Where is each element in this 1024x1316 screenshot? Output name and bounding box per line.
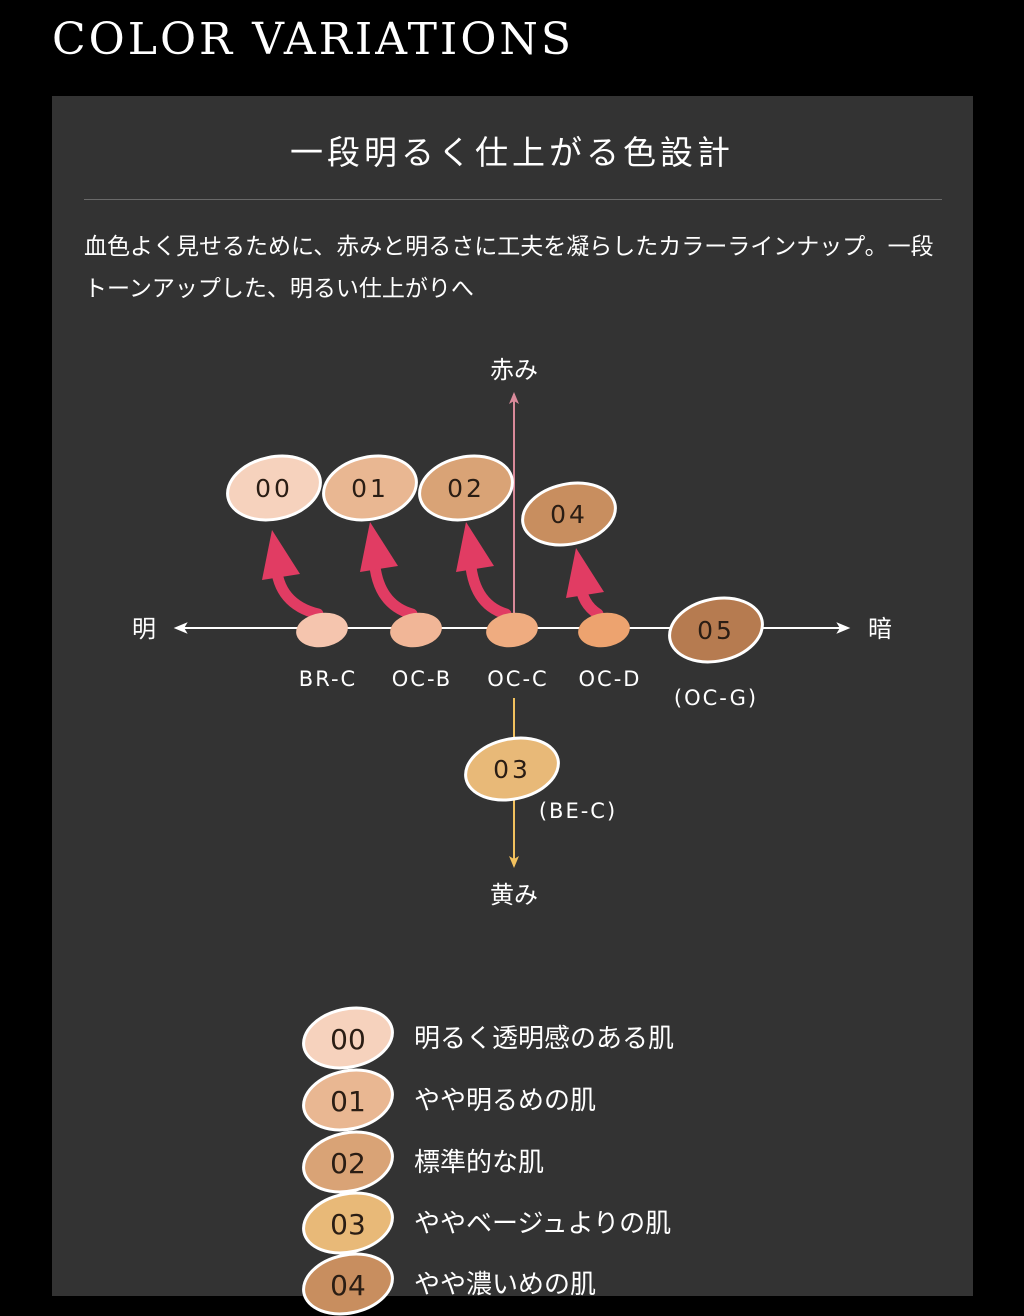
shade-base-label: (BE-C): [539, 799, 617, 823]
legend-item-02: 02 標準的な肌: [300, 1130, 760, 1194]
shade-04: 04: [521, 481, 617, 547]
color-position-diagram: 赤み 黄み 明 暗 BR-C OC-B OC-C OC-D 00 01 02 04 05 (OC…: [132, 356, 892, 909]
axis-label-dark: 暗: [868, 615, 892, 643]
axis-label-yellowness: 黄み: [490, 881, 538, 909]
base-shade-oval: [578, 612, 630, 648]
base-shade-oval: [390, 612, 442, 648]
shade-05: 05 (OC-G): [668, 596, 764, 710]
shade-oval: [521, 481, 617, 547]
shade-03: 03 (BE-C): [464, 736, 617, 823]
axis-label-redness: 赤み: [490, 356, 538, 384]
base-shade-br-c: BR-C: [296, 612, 357, 691]
legend-swatch: 03: [302, 1191, 394, 1255]
legend-number: 00: [330, 1023, 366, 1056]
base-shade-oval: [486, 612, 538, 648]
base-shade-label: OC-C: [487, 667, 548, 691]
legend-item-01: 01 やや明るめの肌: [300, 1068, 760, 1132]
panel-description: 血色よく見せるために、赤みと明るさに工夫を凝らしたカラーラインナップ。一段トーン…: [84, 234, 934, 302]
shade-number: 03: [493, 755, 531, 784]
legend-swatch: 02: [302, 1130, 394, 1194]
legend-label: 明るく透明感のある肌: [414, 1024, 675, 1054]
shade-number: 01: [351, 474, 389, 503]
divider: [84, 199, 942, 200]
legend-item-03: 03 ややベージュよりの肌: [300, 1191, 760, 1255]
base-shade-oval: [296, 612, 348, 648]
shade-oval: [418, 454, 514, 522]
redness-shift-arrow-1: [262, 530, 324, 620]
legend-number: 01: [330, 1085, 366, 1118]
legend-label: やや明るめの肌: [414, 1086, 597, 1116]
legend-label: 標準的な肌: [414, 1148, 545, 1178]
page-title: COLOR VARIATIONS: [52, 14, 575, 65]
legend-item-04: 04 やや濃いめの肌: [300, 1252, 760, 1316]
shade-02: 02: [418, 454, 514, 522]
base-shade-oc-d: OC-D: [578, 612, 642, 691]
legend-label: やや濃いめの肌: [414, 1270, 597, 1300]
legend-number: 04: [330, 1269, 366, 1302]
axis-label-bright: 明: [132, 615, 156, 643]
legend-number: 02: [330, 1147, 366, 1180]
legend-label: ややベージュよりの肌: [414, 1209, 672, 1239]
color-variations-panel: [52, 96, 973, 1296]
shade-00: 00: [226, 454, 322, 522]
legend-number: 03: [330, 1208, 366, 1241]
redness-shift-arrow-4: [566, 548, 604, 620]
legend-swatch: 00: [302, 1006, 394, 1070]
shade-oval: [226, 454, 322, 522]
base-shade-label: BR-C: [299, 667, 357, 691]
shade-number: 00: [255, 474, 293, 503]
legend-swatch: 04: [302, 1252, 394, 1316]
shade-oval: [322, 454, 418, 522]
shade-number: 04: [550, 500, 588, 529]
shade-base-label: (OC-G): [674, 686, 758, 710]
redness-shift-arrow-3: [456, 522, 512, 620]
shade-oval: [668, 596, 764, 664]
shade-oval: [464, 736, 560, 802]
base-shade-oc-b: OC-B: [390, 612, 452, 691]
redness-shift-arrow-2: [360, 522, 418, 620]
shade-01: 01: [322, 454, 418, 522]
panel-heading: 一段明るく仕上がる色設計: [290, 133, 734, 172]
legend-swatch: 01: [302, 1068, 394, 1132]
base-shade-label: OC-D: [579, 667, 642, 691]
base-shade-label: OC-B: [392, 667, 452, 691]
shade-number: 05: [697, 616, 735, 645]
base-shade-oc-c: OC-C: [486, 612, 548, 691]
legend-item-00: 00 明るく透明感のある肌: [300, 1006, 760, 1070]
shade-number: 02: [447, 474, 485, 503]
